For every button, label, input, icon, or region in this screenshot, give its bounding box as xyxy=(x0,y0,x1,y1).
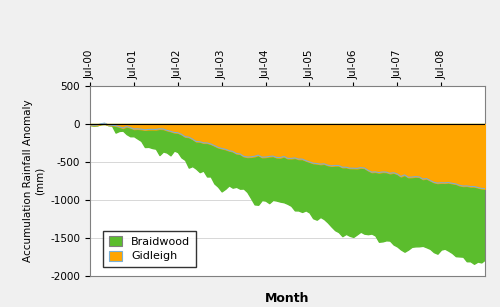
Text: Month: Month xyxy=(265,292,310,305)
Y-axis label: Accumulation Rainfall Anomaly
(mm): Accumulation Rainfall Anomaly (mm) xyxy=(23,100,44,262)
Legend: Braidwood, Gidleigh: Braidwood, Gidleigh xyxy=(104,231,196,267)
